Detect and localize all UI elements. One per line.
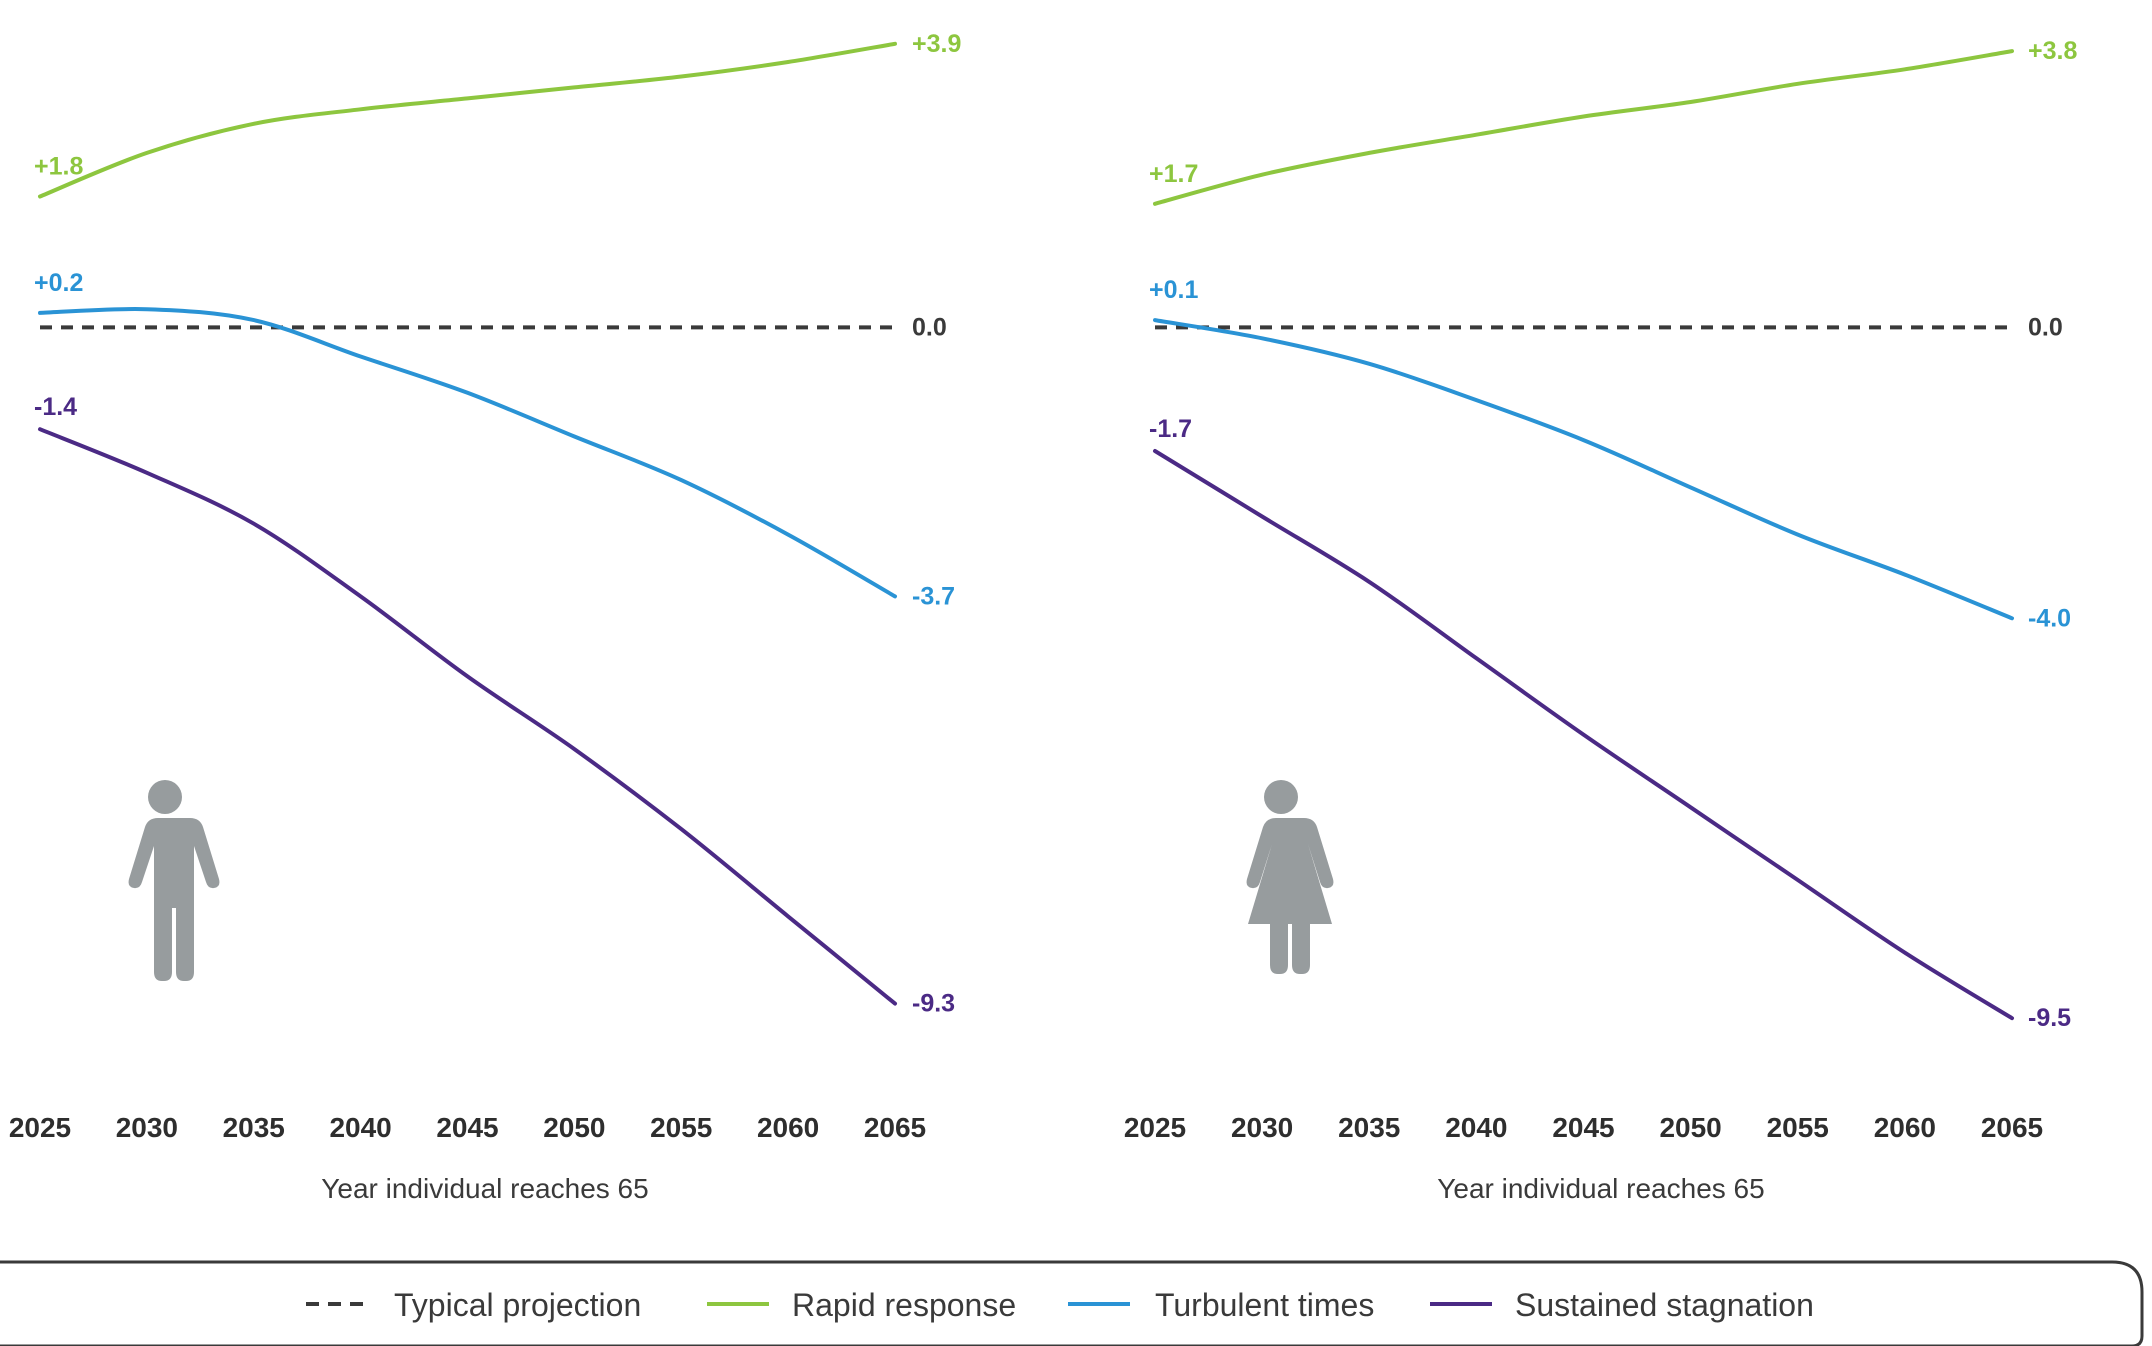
series-line-rapid (38, 41, 897, 199)
x-tick-label: 2045 (436, 1112, 498, 1143)
legend-label-rapid: Rapid response (792, 1287, 1016, 1323)
series-end-label: -9.5 (2028, 1004, 2071, 1032)
series-line-turbulent (1153, 318, 2014, 621)
legend: Typical projection Rapid response Turbul… (0, 1260, 2144, 1346)
x-tick-label: 2065 (1981, 1112, 2043, 1143)
x-tick-label: 2030 (1231, 1112, 1293, 1143)
x-tick-label: 2045 (1552, 1112, 1614, 1143)
series-end-label: -9.3 (912, 990, 955, 1018)
x-axis-title: Year individual reaches 65 (1437, 1173, 1764, 1204)
x-tick-label: 2050 (543, 1112, 605, 1143)
x-tick-label: 2040 (329, 1112, 391, 1143)
legend-label-turbulent: Turbulent times (1155, 1287, 1374, 1323)
series-end-label: 0.0 (2028, 313, 2063, 341)
x-tick-label: 2025 (1124, 1112, 1186, 1143)
legend-label-stagnation: Sustained stagnation (1515, 1287, 1814, 1323)
series-end-label: +3.9 (912, 30, 961, 58)
series-start-label: -1.4 (34, 393, 77, 421)
x-tick-label: 2040 (1445, 1112, 1507, 1143)
series-end-label: +3.8 (2028, 37, 2077, 65)
x-tick-label: 2055 (650, 1112, 712, 1143)
x-tick-label: 2030 (116, 1112, 178, 1143)
legend-frame (0, 1260, 2144, 1346)
x-tick-label: 2025 (9, 1112, 71, 1143)
x-tick-label: 2060 (757, 1112, 819, 1143)
series-start-label: +0.1 (1149, 276, 1198, 304)
x-tick-label: 2035 (1338, 1112, 1400, 1143)
female-person-icon (1246, 780, 1334, 974)
series-start-label: +1.7 (1149, 160, 1198, 188)
x-tick-label: 2050 (1659, 1112, 1721, 1143)
series-start-label: +0.2 (34, 269, 83, 297)
x-axis-title: Year individual reaches 65 (321, 1173, 648, 1204)
series-end-label: -3.7 (912, 582, 955, 610)
series-start-label: -1.7 (1149, 415, 1192, 443)
series-line-turbulent (38, 307, 897, 599)
series-line-stagnation (38, 427, 897, 1006)
series-end-label: -4.0 (2028, 604, 2071, 632)
x-tick-label: 2055 (1767, 1112, 1829, 1143)
x-tick-label: 2065 (864, 1112, 926, 1143)
male-person-icon (128, 780, 220, 981)
series-end-label: 0.0 (912, 313, 947, 341)
male-panel: 2025 2030 2035 2040 2045 2050 2055 2060 2065 Year… (9, 30, 962, 1204)
legend-label-typical: Typical projection (394, 1287, 641, 1323)
series-line-rapid (1153, 49, 2014, 206)
series-line-stagnation (1153, 449, 2014, 1021)
x-tick-label: 2060 (1874, 1112, 1936, 1143)
female-panel: 2025 2030 2035 2040 2045 2050 2055 2060 2065 Year… (1124, 37, 2078, 1204)
series-start-label: +1.8 (34, 153, 83, 181)
x-tick-label: 2035 (223, 1112, 285, 1143)
